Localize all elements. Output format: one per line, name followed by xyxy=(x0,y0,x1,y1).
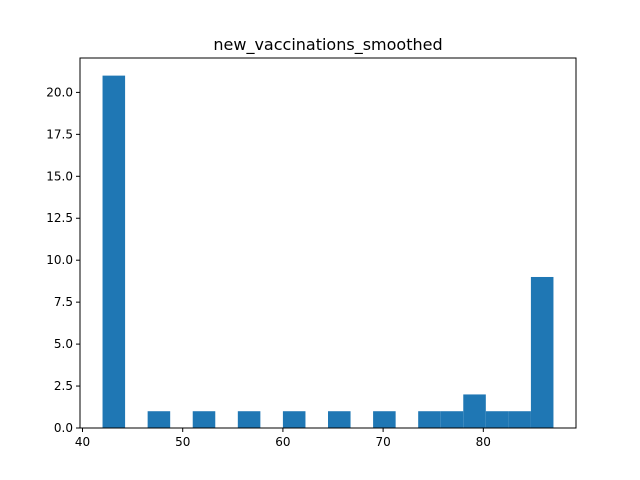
histogram-bar xyxy=(463,394,486,428)
x-axis: 40 50 60 70 80 xyxy=(75,428,491,449)
histogram-bar xyxy=(373,411,396,428)
x-tick-label: 80 xyxy=(476,435,491,449)
y-tick-label: 5.0 xyxy=(54,337,73,351)
histogram-bar xyxy=(147,411,171,428)
histogram-bar xyxy=(440,411,464,428)
y-axis: 0.0 2.5 5.0 7.5 10.0 12.5 15.0 17.5 20.0 xyxy=(46,85,80,435)
x-tick-label: 50 xyxy=(175,435,190,449)
y-tick-label: 10.0 xyxy=(46,253,73,267)
histogram-bar xyxy=(237,411,261,428)
y-tick-label: 12.5 xyxy=(46,211,73,225)
x-tick-label: 70 xyxy=(375,435,390,449)
histogram-bar xyxy=(102,75,126,428)
chart-title: new_vaccinations_smoothed xyxy=(213,35,442,55)
y-tick-label: 2.5 xyxy=(54,379,73,393)
histogram-bar xyxy=(328,411,351,428)
y-tick-label: 7.5 xyxy=(54,295,73,309)
histogram-bar xyxy=(418,411,441,428)
y-tick-label: 15.0 xyxy=(46,169,73,183)
histogram-bar xyxy=(508,411,531,428)
x-tick-label: 60 xyxy=(275,435,290,449)
histogram-bar xyxy=(530,276,554,428)
y-tick-label: 17.5 xyxy=(46,127,73,141)
x-tick-label: 40 xyxy=(75,435,90,449)
y-tick-label: 0.0 xyxy=(54,421,73,435)
histogram-bars xyxy=(102,75,554,428)
plot-frame xyxy=(79,57,577,429)
histogram-bar xyxy=(282,411,306,428)
histogram-bar xyxy=(485,411,509,428)
histogram-bar xyxy=(192,411,216,428)
y-tick-label: 20.0 xyxy=(46,85,73,99)
